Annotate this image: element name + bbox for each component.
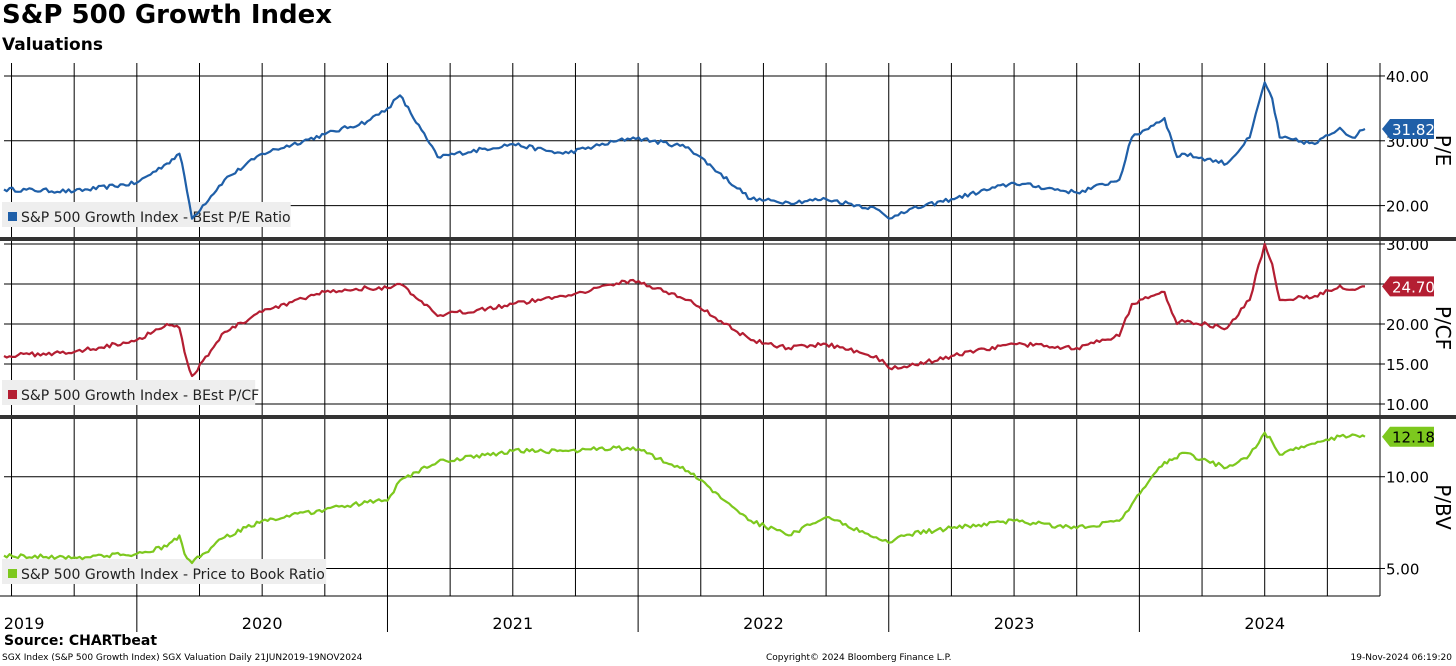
y-tick-label: 10.00 <box>1386 396 1429 414</box>
legend-swatch <box>8 569 17 578</box>
series-line-pcf <box>3 242 1366 378</box>
x-tick-label: 2020 <box>242 614 283 632</box>
legend-label: S&P 500 Growth Index - BEst P/CF <box>21 388 259 404</box>
last-value-label: 31.82 <box>1392 121 1435 139</box>
footer-copyright: Copyright© 2024 Bloomberg Finance L.P. <box>766 653 952 663</box>
series-line-pbv <box>3 431 1366 565</box>
source-note: Source: CHARTbeat <box>4 633 158 649</box>
legend-label: S&P 500 Growth Index - BEst P/E Ratio <box>21 210 291 226</box>
y-tick-label: 15.00 <box>1386 356 1429 374</box>
last-value-tag <box>1382 426 1434 447</box>
legend-label: S&P 500 Growth Index - Price to Book Rat… <box>21 567 325 583</box>
y-tick-label: 20.00 <box>1386 316 1429 334</box>
legend-background <box>2 380 256 405</box>
x-tick-label: 2021 <box>492 614 533 632</box>
last-value-tag <box>1382 276 1434 297</box>
legend-background <box>2 202 291 227</box>
y-tick-label: 10.00 <box>1386 469 1429 487</box>
x-tick-label: 2024 <box>1244 614 1285 632</box>
footer-timestamp: 19-Nov-2024 06:19:20 <box>1350 653 1452 663</box>
x-tick-label: 2022 <box>743 614 784 632</box>
footer-index-description: SGX Index (S&P 500 Growth Index) SGX Val… <box>2 653 363 663</box>
y-axis-label: P/E <box>1431 135 1455 166</box>
y-tick-label: 40.00 <box>1386 68 1429 86</box>
y-axis-label: P/BV <box>1431 484 1455 530</box>
chart-subtitle: Valuations <box>2 35 103 55</box>
last-value-label: 12.18 <box>1392 429 1435 447</box>
chart-title: S&P 500 Growth Index <box>2 0 333 30</box>
y-axis-label: P/CF <box>1431 306 1455 350</box>
y-tick-label: 5.00 <box>1386 560 1419 578</box>
x-tick-label: 2019 <box>4 614 45 632</box>
last-value-tag <box>1382 118 1434 139</box>
last-value-label: 24.70 <box>1392 278 1435 296</box>
legend-background <box>2 559 327 584</box>
panel-separator <box>0 237 1456 241</box>
x-tick-label: 2023 <box>994 614 1035 632</box>
y-tick-label: 20.00 <box>1386 198 1429 216</box>
legend-swatch <box>8 212 17 221</box>
panel-separator <box>0 415 1456 419</box>
series-line-pe <box>3 81 1366 220</box>
legend-swatch <box>8 390 17 399</box>
